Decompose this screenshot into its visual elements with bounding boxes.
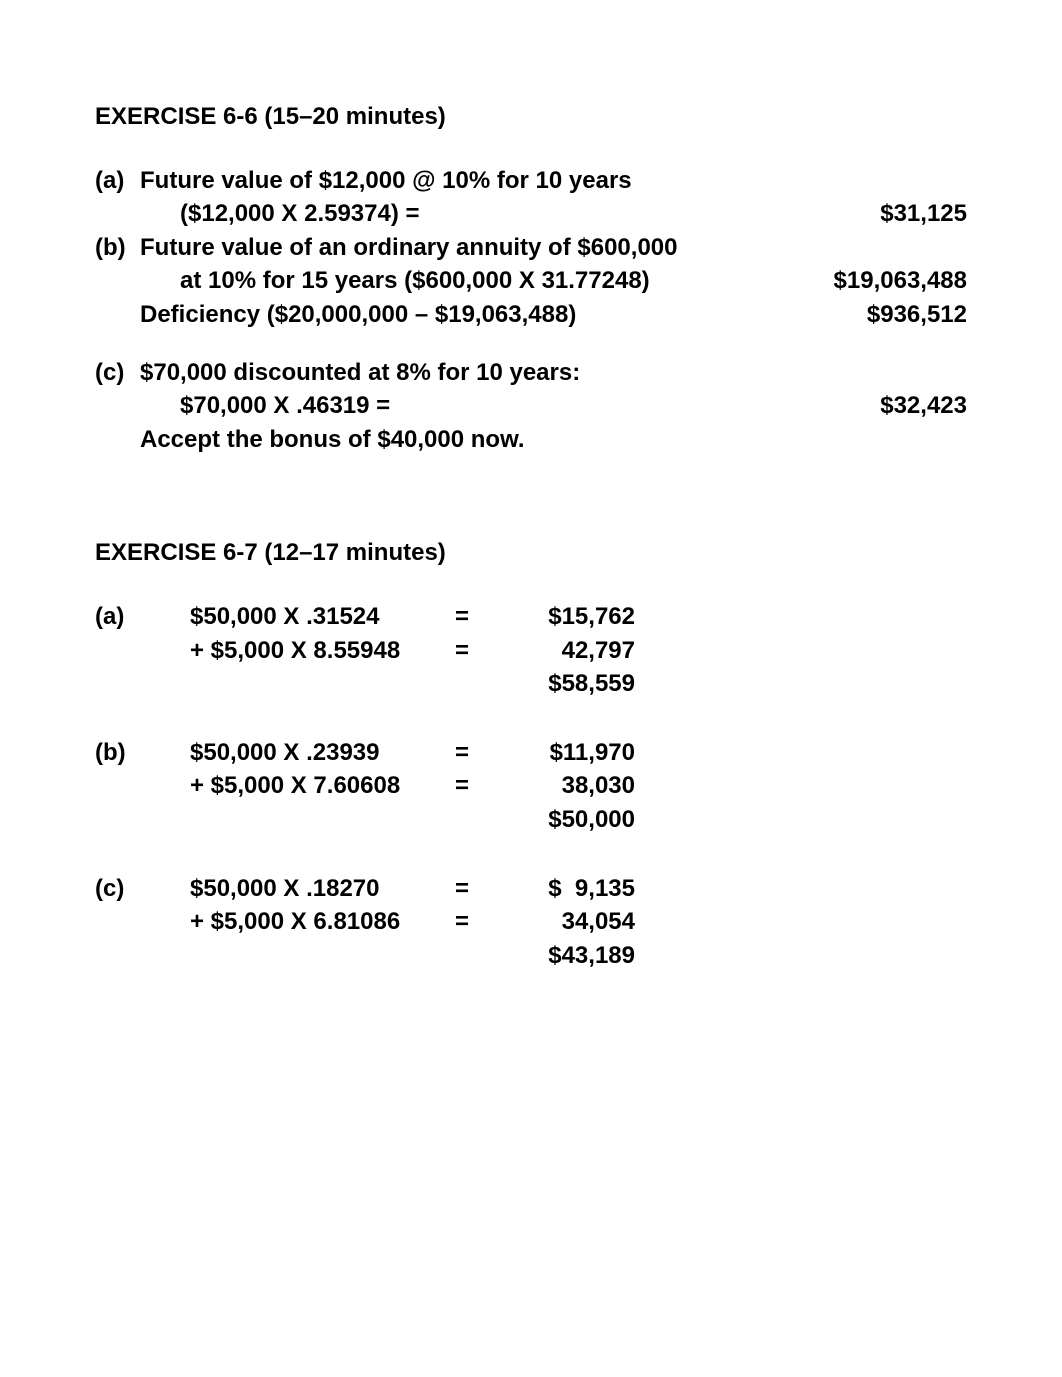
ex7-c-r2-eq: = — [455, 905, 505, 939]
page-content: EXERCISE 6-6 (15–20 minutes) (a) Future … — [0, 0, 1062, 972]
ex7-c-r3-val: $43,189 — [505, 939, 635, 973]
ex7-a-r2-eq: = — [455, 634, 505, 668]
ex6-c-label: (c) — [95, 356, 140, 390]
ex6-b-value2: $936,512 — [792, 298, 967, 332]
ex7-b-r2-expr: + $5,000 X 7.60608 — [190, 769, 455, 803]
ex7-c-row1: (c) $50,000 X .18270 = $ 9,135 — [95, 872, 967, 906]
ex7-a-r2-val: 42,797 — [505, 634, 635, 668]
ex7-c-r1-val: $ 9,135 — [505, 872, 635, 906]
ex6-a-value: $31,125 — [792, 197, 967, 231]
ex6-b-row2: at 10% for 15 years ($600,000 X 31.77248… — [95, 264, 967, 298]
ex6-b-row1: (b) Future value of an ordinary annuity … — [95, 231, 967, 265]
ex6-c-value: $32,423 — [792, 389, 967, 423]
ex7-b-r2-eq: = — [455, 769, 505, 803]
ex7-a-label: (a) — [95, 600, 190, 634]
ex7-c-r2-expr: + $5,000 X 6.81086 — [190, 905, 455, 939]
ex7-b-label: (b) — [95, 736, 190, 770]
ex6-c-row1: (c) $70,000 discounted at 8% for 10 year… — [95, 356, 967, 390]
ex7-b-r3-val: $50,000 — [505, 803, 635, 837]
ex6-c-row3: Accept the bonus of $40,000 now. — [95, 423, 967, 457]
ex7-b-r1-expr: $50,000 X .23939 — [190, 736, 455, 770]
ex6-b-line3: Deficiency ($20,000,000 – $19,063,488) — [140, 298, 792, 332]
ex6-c-row2: $70,000 X .46319 = $32,423 — [95, 389, 967, 423]
ex6-c-line1: $70,000 discounted at 8% for 10 years: — [140, 356, 792, 390]
ex7-b-r1-val: $11,970 — [505, 736, 635, 770]
ex7-c-row2: + $5,000 X 6.81086 = 34,054 — [95, 905, 967, 939]
ex7-b-r2-val: 38,030 — [505, 769, 635, 803]
ex7-a-r2-expr: + $5,000 X 8.55948 — [190, 634, 455, 668]
ex7-c-r1-expr: $50,000 X .18270 — [190, 872, 455, 906]
ex6-a-row1: (a) Future value of $12,000 @ 10% for 10… — [95, 164, 967, 198]
exercise-6-6-heading: EXERCISE 6-6 (15–20 minutes) — [95, 100, 967, 134]
ex6-c-line2: $70,000 X .46319 = — [140, 389, 792, 423]
ex7-c-label: (c) — [95, 872, 190, 906]
ex7-a-r1-expr: $50,000 X .31524 — [190, 600, 455, 634]
ex7-a-r3-val: $58,559 — [505, 667, 635, 701]
ex6-a-row2: ($12,000 X 2.59374) = $31,125 — [95, 197, 967, 231]
ex7-a-r1-val: $15,762 — [505, 600, 635, 634]
ex6-a-label: (a) — [95, 164, 140, 198]
ex6-b-line2: at 10% for 15 years ($600,000 X 31.77248… — [140, 264, 792, 298]
exercise-6-7-heading: EXERCISE 6-7 (12–17 minutes) — [95, 536, 967, 570]
ex7-b-row2: + $5,000 X 7.60608 = 38,030 — [95, 769, 967, 803]
ex7-a-row3: $58,559 — [95, 667, 967, 701]
ex7-c-r1-eq: = — [455, 872, 505, 906]
ex7-a-row2: + $5,000 X 8.55948 = 42,797 — [95, 634, 967, 668]
ex6-b-line1: Future value of an ordinary annuity of $… — [140, 231, 792, 265]
ex6-a-line2: ($12,000 X 2.59374) = — [140, 197, 792, 231]
ex7-c-r2-val: 34,054 — [505, 905, 635, 939]
ex6-b-value1: $19,063,488 — [792, 264, 967, 298]
ex7-b-row1: (b) $50,000 X .23939 = $11,970 — [95, 736, 967, 770]
ex6-b-row3: Deficiency ($20,000,000 – $19,063,488) $… — [95, 298, 967, 332]
ex7-a-row1: (a) $50,000 X .31524 = $15,762 — [95, 600, 967, 634]
ex6-b-label: (b) — [95, 231, 140, 265]
ex7-b-row3: $50,000 — [95, 803, 967, 837]
ex7-b-r1-eq: = — [455, 736, 505, 770]
ex7-c-row3: $43,189 — [95, 939, 967, 973]
ex6-a-line1: Future value of $12,000 @ 10% for 10 yea… — [140, 164, 792, 198]
ex7-a-r1-eq: = — [455, 600, 505, 634]
ex6-c-line3: Accept the bonus of $40,000 now. — [140, 423, 792, 457]
